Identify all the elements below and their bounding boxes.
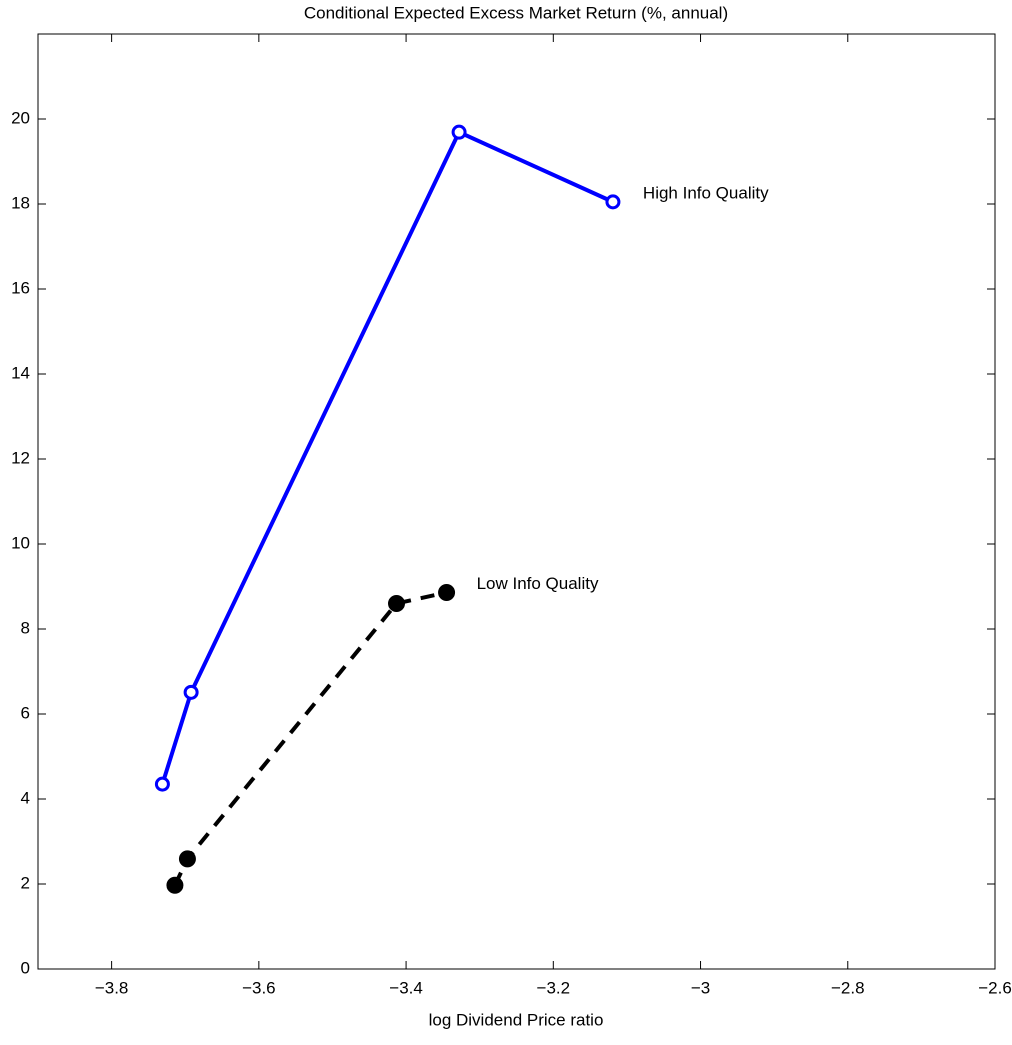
x-tick-label: −2.6 — [978, 978, 1012, 997]
chart-title: Conditional Expected Excess Market Retur… — [304, 3, 728, 22]
y-tick-label: 8 — [21, 618, 30, 637]
y-tick-label: 2 — [21, 873, 30, 892]
series-line — [160, 129, 614, 785]
marker — [388, 595, 406, 612]
marker — [605, 194, 621, 210]
marker — [166, 876, 184, 894]
y-tick-label: 16 — [11, 278, 30, 297]
x-tick-label: −3.2 — [537, 978, 571, 997]
marker — [451, 124, 467, 140]
plot-frame — [37, 33, 996, 970]
x-tick-label: −3.6 — [242, 978, 276, 997]
marker — [154, 776, 170, 792]
series-annotation: Low Info Quality — [477, 574, 599, 593]
x-tick-label: −2.8 — [831, 978, 865, 997]
marker — [438, 583, 456, 601]
x-tick-label: −3.8 — [95, 978, 129, 997]
x-tick-label: −3 — [691, 978, 710, 997]
y-tick-label: 6 — [21, 703, 30, 722]
series-annotation: High Info Quality — [643, 183, 769, 202]
y-tick-label: 20 — [11, 108, 30, 127]
y-tick-label: 0 — [21, 958, 30, 977]
x-tick-label: −3.4 — [389, 978, 423, 997]
y-tick-label: 4 — [21, 788, 30, 807]
y-tick-label: 10 — [11, 533, 30, 552]
x-axis-label: log Dividend Price ratio — [429, 1010, 604, 1029]
marker — [183, 684, 199, 700]
y-tick-label: 18 — [11, 193, 30, 212]
series-line — [173, 590, 447, 887]
marker — [178, 850, 196, 868]
y-tick-label: 14 — [11, 363, 30, 382]
y-tick-label: 12 — [11, 448, 30, 467]
